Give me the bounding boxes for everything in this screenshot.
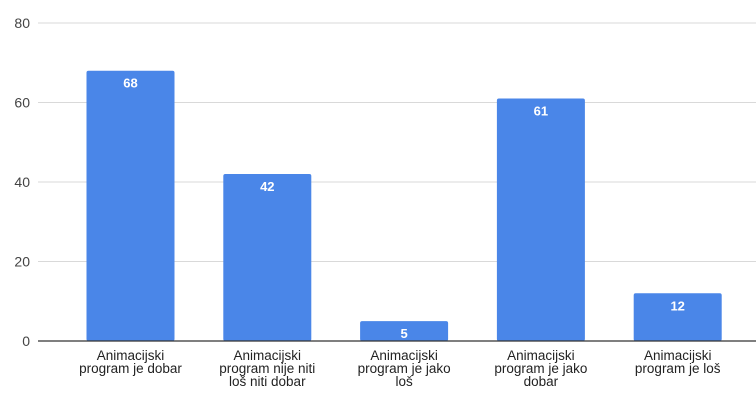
y-tick-label: 40 <box>14 174 30 190</box>
bar-value-label: 68 <box>123 76 137 91</box>
category-label-line: program nije niti <box>219 361 315 376</box>
category-label-line: Animacijski <box>644 348 712 363</box>
category-label-line: Animacijski <box>97 348 165 363</box>
bar <box>360 321 449 341</box>
category-label-line: loš niti dobar <box>229 374 306 389</box>
bar-value-label: 12 <box>670 298 684 313</box>
bars <box>86 70 722 342</box>
category-label-line: dobar <box>524 374 559 389</box>
category-label-line: program je loš <box>635 361 721 376</box>
data-labels: 68 42 5 61 12 <box>123 76 685 341</box>
bar <box>633 293 722 341</box>
bar <box>496 98 585 342</box>
category-label-line: loš <box>395 374 413 389</box>
y-tick-label: 80 <box>14 15 30 31</box>
category-label-line: Animacijski <box>370 348 438 363</box>
category-label-line: program je dobar <box>79 361 182 376</box>
bar-value-label: 5 <box>400 326 407 341</box>
bar-value-label: 61 <box>534 104 548 119</box>
category-label-line: program je jako <box>358 361 451 376</box>
category-label-line: Animacijski <box>507 348 575 363</box>
bar-value-label: 42 <box>260 179 274 194</box>
y-axis-ticks: 0 20 40 60 80 <box>14 15 30 349</box>
category-label-line: Animacijski <box>234 348 302 363</box>
category-label-line: program je jako <box>494 361 587 376</box>
y-tick-label: 0 <box>22 333 30 349</box>
bar <box>86 70 175 341</box>
y-tick-label: 60 <box>14 95 30 111</box>
bar <box>223 174 312 341</box>
y-tick-label: 20 <box>14 254 30 270</box>
